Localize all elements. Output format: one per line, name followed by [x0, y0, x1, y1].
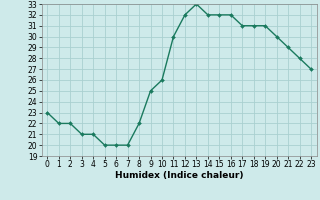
X-axis label: Humidex (Indice chaleur): Humidex (Indice chaleur): [115, 171, 244, 180]
